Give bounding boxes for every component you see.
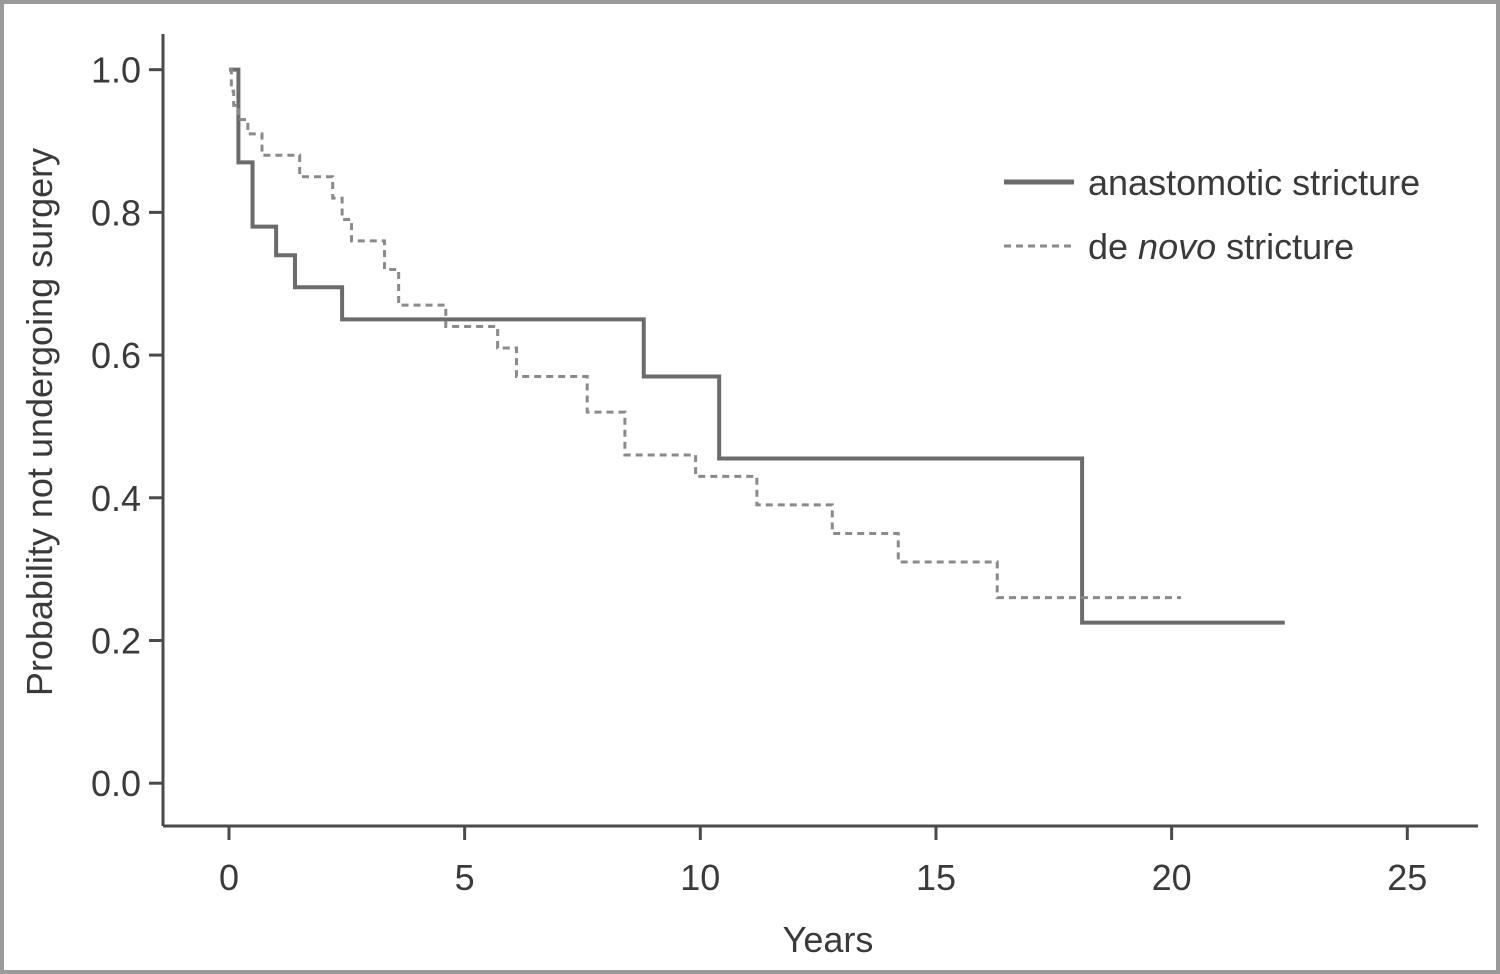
- y-tick-label: 0.0: [91, 763, 141, 804]
- y-tick-label: 0.2: [91, 620, 141, 661]
- series-de-novo-stricture: [228, 68, 1182, 600]
- series-anastomotic-stricture: [228, 67, 1285, 625]
- x-tick-label: 0: [219, 857, 239, 898]
- y-tick-label: 0.4: [91, 478, 141, 519]
- y-tick-label: 1.0: [91, 50, 141, 91]
- x-tick-label: 15: [916, 857, 956, 898]
- y-axis-title: Probability not undergoing surgery: [19, 148, 60, 696]
- axes: 0 5 10 15 20 25 0.0 0.2 0.4 0.6 0.8 1.0: [91, 34, 1478, 898]
- survival-chart: 0 5 10 15 20 25 0.0 0.2 0.4 0.6 0.8 1.0 anastomotic…: [19, 34, 1478, 960]
- x-tick-label: 25: [1387, 857, 1427, 898]
- x-tick-label: 20: [1152, 857, 1192, 898]
- legend: anastomotic stricture de novo stricture: [1004, 162, 1420, 267]
- x-tick-label: 5: [455, 857, 475, 898]
- x-tick-label: 10: [680, 857, 720, 898]
- y-tick-label: 0.6: [91, 335, 141, 376]
- x-axis-title: Years: [783, 919, 874, 960]
- y-tick-label: 0.8: [91, 192, 141, 233]
- legend-label: anastomotic stricture: [1088, 162, 1420, 203]
- series-layer: [228, 67, 1285, 625]
- legend-label: de novo stricture: [1088, 226, 1354, 267]
